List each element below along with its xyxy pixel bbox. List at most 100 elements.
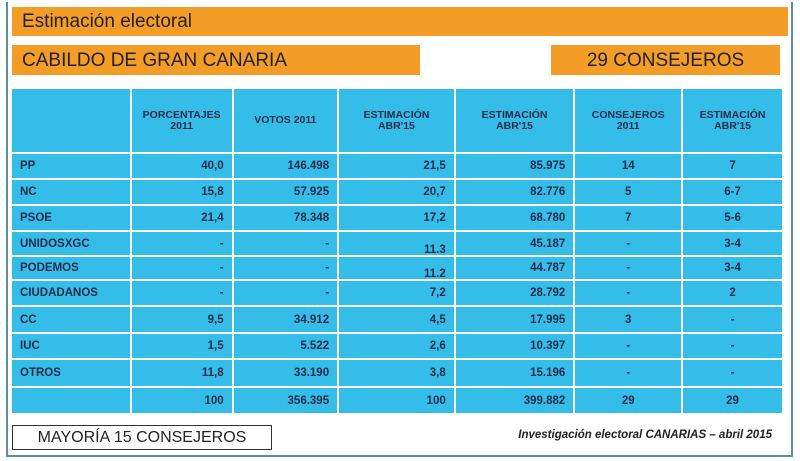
majority-box: MAYORÍA 15 CONSEJEROS xyxy=(12,425,272,450)
table-cell: 7 xyxy=(573,204,684,232)
table-cell: - xyxy=(573,279,684,307)
table-cell: - xyxy=(573,332,684,360)
table-cell: 29 xyxy=(681,386,784,415)
cell-value: 9,5 xyxy=(207,313,224,326)
table-cell: 44.787 xyxy=(453,255,576,281)
cell-value: 356.395 xyxy=(287,394,330,407)
cell-value: 7 xyxy=(625,212,632,224)
table-row: PP 40,0 146.498 21,5 85.975 14 7 xyxy=(10,152,784,180)
subtitle-consejeros: 29 CONSEJEROS xyxy=(551,45,780,75)
cell-value: 146.498 xyxy=(287,160,330,172)
table-cell: 14 xyxy=(573,152,684,180)
cell-value: CIUDADANOS xyxy=(20,287,98,299)
table-row: UNIDOSXGC - - 11.3 45.187 - 3-4 xyxy=(10,230,784,257)
table-cell: 100 xyxy=(337,386,456,415)
source-credit: Investigación electoral CANARIAS – abril… xyxy=(518,429,772,441)
table-cell: - xyxy=(681,305,784,334)
cell-value: 85.975 xyxy=(530,160,566,172)
cell-value: 3-4 xyxy=(724,237,741,250)
cell-value: 399.882 xyxy=(523,394,566,407)
cell-value: - xyxy=(626,287,631,299)
table-cell: 146.498 xyxy=(231,152,340,180)
cell-value: 17.995 xyxy=(530,313,566,326)
subtitle-cabildo: CABILDO DE GRAN CANARIA xyxy=(12,45,420,75)
table-cell: - xyxy=(231,279,340,307)
cell-value: - xyxy=(325,237,330,250)
cell-value: 6-7 xyxy=(724,186,741,198)
cell-value: - xyxy=(730,340,735,352)
column-header: VOTOS 2011 xyxy=(231,87,340,154)
cell-value: - xyxy=(626,237,631,250)
table-cell: 21,5 xyxy=(337,152,456,180)
party-name: CIUDADANOS xyxy=(10,279,132,307)
cell-value: PSOE xyxy=(20,212,52,224)
table-cell: 3-4 xyxy=(681,230,784,257)
cell-value: - xyxy=(730,367,735,379)
cell-value: 7,2 xyxy=(429,287,446,299)
table-cell: 100 xyxy=(129,386,234,415)
table-row: 100 356.395 100 399.882 29 29 xyxy=(10,386,784,415)
cell-value: PODEMOS xyxy=(20,262,79,274)
party-name: PP xyxy=(10,152,132,180)
cell-value: 57.925 xyxy=(293,186,330,198)
table-cell: 7 xyxy=(681,152,784,180)
party-name: PSOE xyxy=(10,204,132,232)
table-cell: 21,4 xyxy=(129,204,234,232)
table-cell: 3-4 xyxy=(681,255,784,281)
table-cell: - xyxy=(573,255,684,281)
cell-value: 29 xyxy=(621,394,635,407)
table-cell: 5 xyxy=(573,178,684,206)
cell-value: 10.397 xyxy=(530,340,566,352)
cell-value: 5-6 xyxy=(724,212,741,224)
cell-value: - xyxy=(219,237,224,250)
table-cell: 28.792 xyxy=(453,279,576,307)
column-header: PORCENTAJES 2011 xyxy=(129,87,234,154)
cell-value: 78.348 xyxy=(293,212,330,224)
table-cell: - xyxy=(129,279,234,307)
cell-value: 40,0 xyxy=(201,160,224,172)
party-name xyxy=(10,386,132,415)
table-row: NC 15,8 57.925 20,7 82.776 5 6-7 xyxy=(10,178,784,206)
table-row: CC 9,5 34.912 4,5 17.995 3 - xyxy=(10,305,784,334)
table-cell: 356.395 xyxy=(231,386,340,415)
column-header: ESTIMACIÓN ABR'15 xyxy=(681,87,784,154)
table-row: CIUDADANOS - - 7,2 28.792 - 2 xyxy=(10,279,784,307)
cell-value: 2,6 xyxy=(429,340,446,352)
table-cell: - xyxy=(129,255,234,281)
cell-value: 14 xyxy=(621,160,635,172)
cell-value: 29 xyxy=(726,394,739,407)
cell-value: 28.792 xyxy=(530,287,566,299)
table-cell: 34.912 xyxy=(231,305,340,334)
table-cell: - xyxy=(129,230,234,257)
table-cell: 29 xyxy=(573,386,684,415)
table-cell: 5.522 xyxy=(231,332,340,360)
cell-value: 45.187 xyxy=(530,237,566,250)
table-row: OTROS 11,8 33.190 3,8 15.196 - - xyxy=(10,358,784,388)
table-cell: 11,8 xyxy=(129,358,234,388)
cell-value: 2 xyxy=(729,287,736,299)
cell-value: - xyxy=(626,367,631,379)
table-cell: - xyxy=(573,230,684,257)
cell-value: UNIDOSXGC xyxy=(20,237,90,250)
table-cell: 33.190 xyxy=(231,358,340,388)
table-cell: 5-6 xyxy=(681,204,784,232)
results-table: PORCENTAJES 2011 VOTOS 2011 ESTIMACIÓN ABR… xyxy=(10,87,784,415)
cell-value: 15,8 xyxy=(201,186,224,198)
column-header xyxy=(10,87,132,154)
column-header: ESTIMACIÓN ABR'15 xyxy=(337,87,456,154)
table-cell: 78.348 xyxy=(231,204,340,232)
table-cell: 15,8 xyxy=(129,178,234,206)
table-cell: 399.882 xyxy=(453,386,576,415)
cell-value: - xyxy=(325,262,330,274)
table-cell: 57.925 xyxy=(231,178,340,206)
table-cell: 3,8 xyxy=(337,358,456,388)
cell-value: - xyxy=(219,287,224,299)
cell-value: - xyxy=(219,262,224,274)
table-cell: 11.2 xyxy=(337,255,456,281)
table-cell: 20,7 xyxy=(337,178,456,206)
table-cell: 2,6 xyxy=(337,332,456,360)
cell-value: 34.912 xyxy=(293,313,330,326)
cell-value: 17,2 xyxy=(423,212,446,224)
table-cell: 11.3 xyxy=(337,230,456,257)
outer-frame xyxy=(6,2,793,457)
